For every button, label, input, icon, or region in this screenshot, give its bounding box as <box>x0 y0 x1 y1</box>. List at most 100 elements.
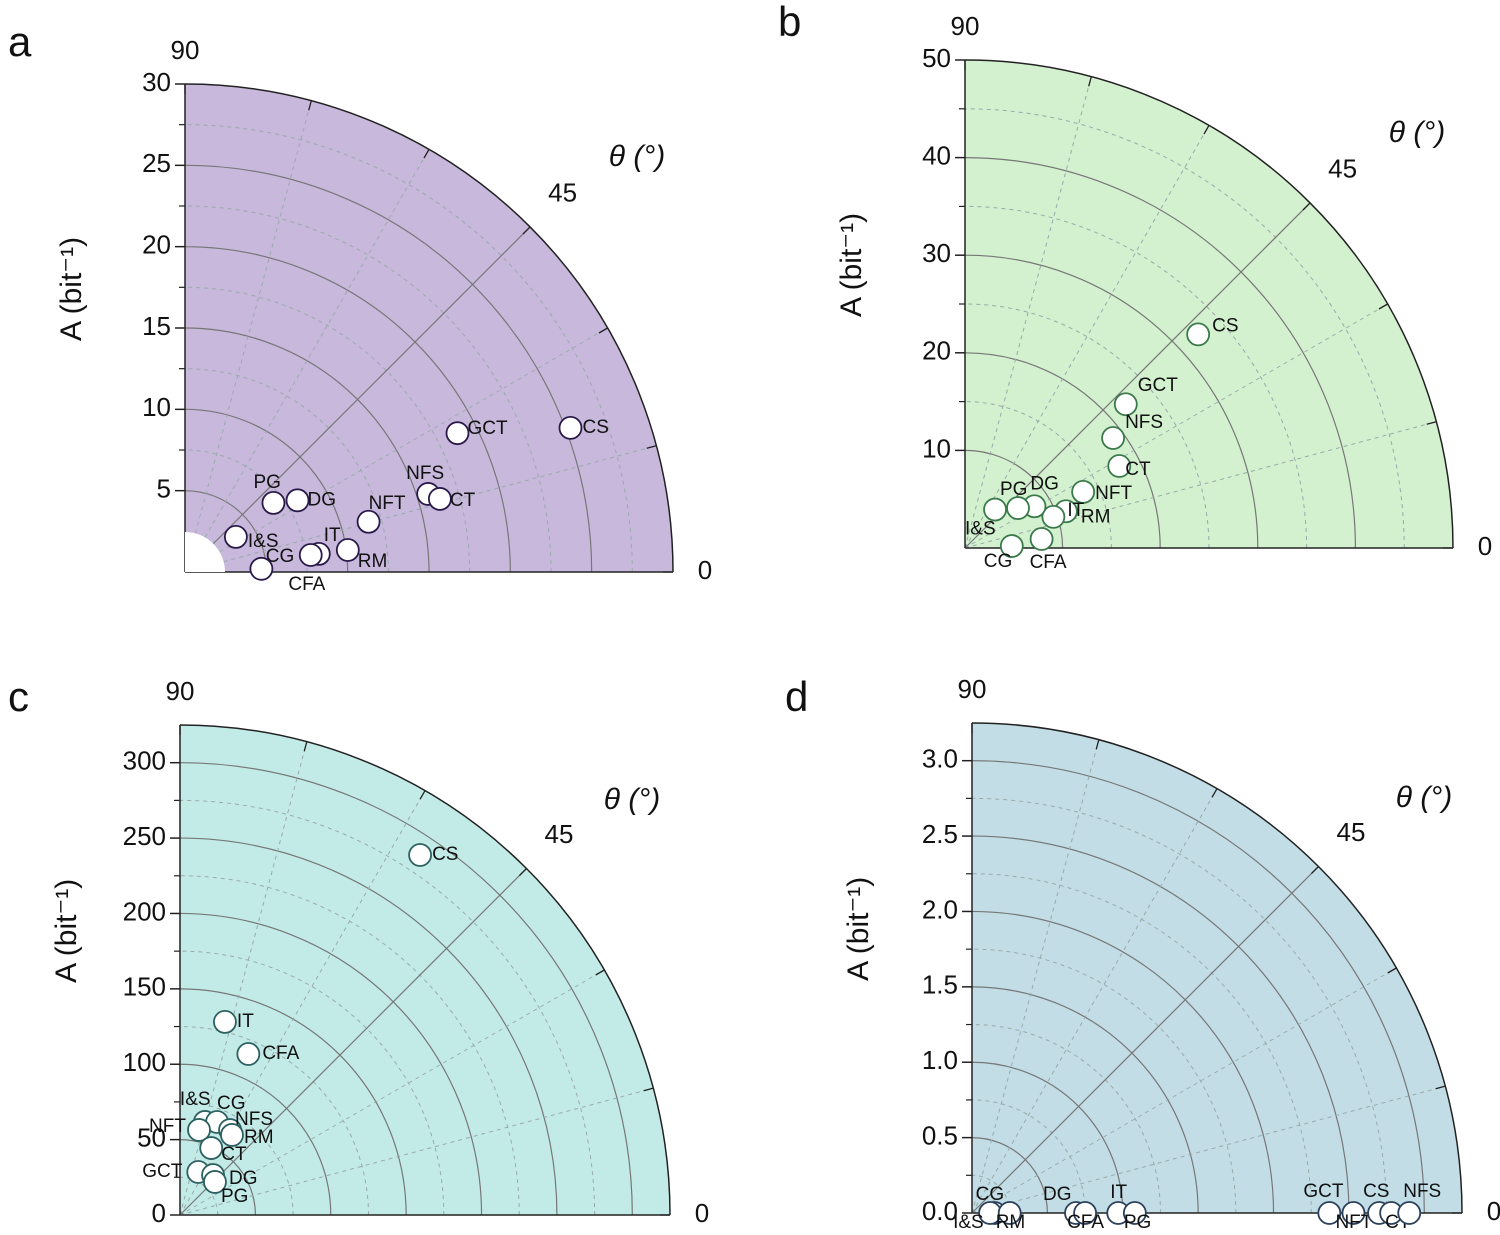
data-point <box>408 843 432 867</box>
r-axis-label: A (bit⁻¹) <box>835 213 868 317</box>
data-point <box>199 1136 224 1160</box>
data-point <box>1341 1201 1366 1225</box>
minor-ring <box>184 368 389 573</box>
point-label: CS <box>432 844 458 865</box>
data-point <box>203 1170 227 1194</box>
data-point <box>1041 504 1066 529</box>
data-point <box>1317 1201 1342 1225</box>
minor-spoke <box>971 739 1100 1214</box>
point-label: IT <box>237 1011 254 1032</box>
data-point <box>1397 1201 1422 1225</box>
point-label: DG <box>1030 473 1059 494</box>
theta-minor-tick <box>1426 421 1437 425</box>
data-point <box>298 543 323 567</box>
theta-tick-label: 90 <box>171 35 200 65</box>
data-point <box>335 538 360 562</box>
point-label: CS <box>1212 315 1238 336</box>
theta-label: θ (°) <box>604 783 661 816</box>
theta-tick-label: 90 <box>166 676 195 706</box>
minor-spoke <box>184 445 657 573</box>
theta-minor-tick <box>518 868 527 877</box>
r-tick-label: 10 <box>922 433 951 463</box>
data-point <box>1186 322 1211 347</box>
minor-ring <box>179 799 596 1216</box>
data-point <box>285 488 310 513</box>
r-tick-label: 150 <box>123 972 166 1002</box>
data-point <box>187 1118 211 1142</box>
minor-ring <box>184 205 552 573</box>
point-label: RM <box>358 551 388 572</box>
point-label: NFT <box>1335 1212 1372 1233</box>
data-point <box>999 534 1024 558</box>
theta-tick-label: 45 <box>1337 817 1366 847</box>
point-label: NFT <box>149 1116 186 1137</box>
r-tick-label: 2.0 <box>922 894 958 924</box>
data-point <box>1071 480 1096 504</box>
data-point <box>983 497 1007 522</box>
data-point <box>1113 392 1138 417</box>
data-point <box>1101 426 1125 450</box>
theta-minor-tick <box>1310 866 1319 875</box>
point-label: GCT <box>142 1161 183 1182</box>
point-label: PG <box>253 472 280 493</box>
r-tick-label: 20 <box>142 230 171 260</box>
data-point <box>220 1123 244 1147</box>
minor-spoke <box>971 967 1397 1214</box>
r-axis-label: A (bit⁻¹) <box>55 237 88 341</box>
data-point <box>427 487 452 511</box>
data-point <box>223 524 248 549</box>
point-label: I&S <box>180 1089 211 1110</box>
point-label: NFT <box>369 493 406 514</box>
outer-arc <box>971 722 1463 1214</box>
minor-spoke <box>184 327 608 573</box>
point-label: GCT <box>1138 375 1179 396</box>
theta-minor-tick <box>646 445 657 449</box>
theta-minor-tick <box>643 1087 654 1092</box>
point-label: CFA <box>1030 552 1067 573</box>
theta-minor-tick <box>522 226 531 235</box>
point-label: DG <box>307 489 336 510</box>
point-label: NFS <box>235 1109 273 1130</box>
theta-minor-tick <box>1302 202 1311 211</box>
data-point <box>1107 454 1132 478</box>
theta-minor-tick <box>303 741 308 752</box>
point-label: NFS <box>406 463 444 484</box>
point-label: PG <box>1124 1212 1151 1233</box>
panel-letter: b <box>778 0 801 45</box>
theta-tick-label: 45 <box>548 177 577 207</box>
data-point <box>356 509 381 534</box>
point-label: CT <box>1125 459 1151 480</box>
minor-spoke <box>964 421 1437 549</box>
theta-tick-label: 0 <box>698 555 712 585</box>
point-label: DG <box>229 1168 258 1189</box>
theta-tick-label: 90 <box>958 674 987 704</box>
r-tick-label: 0.5 <box>922 1120 958 1150</box>
theta-minor-tick <box>1435 1085 1446 1090</box>
theta-minor-tick <box>1095 739 1100 750</box>
theta-spoke <box>184 226 531 573</box>
theta-label: θ (°) <box>609 140 666 173</box>
theta-tick-label: 0 <box>1487 1196 1500 1226</box>
theta-spoke <box>179 868 527 1216</box>
outer-arc <box>179 724 671 1216</box>
theta-tick-label: 45 <box>545 819 574 849</box>
point-label: CG <box>266 546 295 567</box>
theta-minor-tick <box>1211 788 1218 798</box>
point-label: DG <box>1043 1184 1072 1205</box>
minor-ring <box>971 797 1388 1214</box>
theta-minor-tick <box>423 149 430 159</box>
minor-spoke <box>964 76 1092 549</box>
point-label: CS <box>1363 1181 1389 1202</box>
point-label: GCT <box>467 418 508 439</box>
r-tick-label: 300 <box>123 746 166 776</box>
point-label: IT <box>1067 500 1084 521</box>
theta-minor-tick <box>1378 303 1388 310</box>
origin-hole <box>185 532 225 572</box>
data-point <box>261 490 286 515</box>
data-point <box>997 1201 1022 1225</box>
point-label: PG <box>221 1186 248 1207</box>
data-point <box>1006 496 1030 520</box>
r-tick-label: 10 <box>142 392 171 422</box>
r-axis-label: A (bit⁻¹) <box>842 877 875 981</box>
